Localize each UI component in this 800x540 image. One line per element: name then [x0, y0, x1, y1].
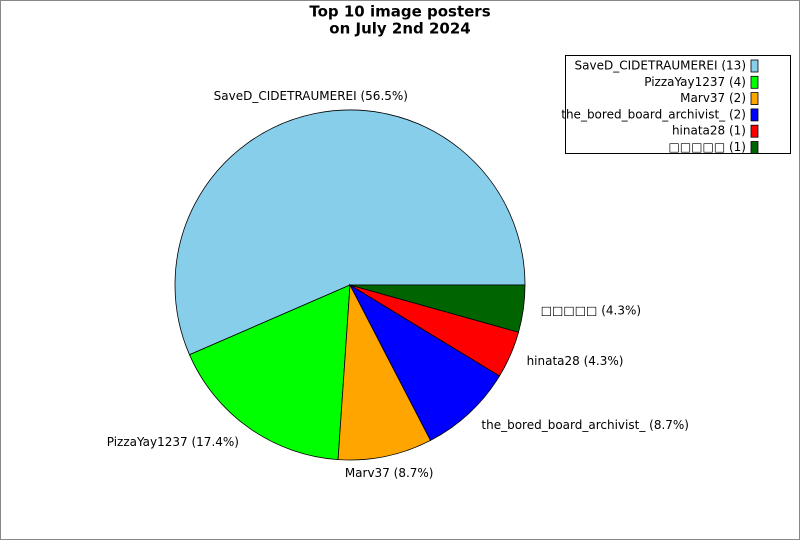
slice-label: hinata28 (4.3%) [527, 354, 624, 368]
slice-label: Marv37 (8.7%) [345, 466, 434, 480]
pie-slice [188, 284, 351, 461]
pie-slice [337, 283, 432, 461]
legend-swatch [750, 75, 759, 89]
legend-swatch [750, 124, 759, 138]
legend-swatch [750, 92, 759, 105]
slice-label: □□□□□ (4.3%) [541, 304, 641, 318]
slice-label: PizzaYay1237 (17.4%) [107, 435, 239, 449]
pie-slice [348, 283, 501, 441]
legend-label: the_bored_board_archivist_ (2) [561, 107, 746, 121]
slice-label: SaveD_CIDETRAUMEREI (56.5%) [214, 89, 408, 103]
legend-label: hinata28 (1) [672, 124, 746, 138]
chart-title: on July 2nd 2024 [329, 20, 470, 38]
legend-label: SaveD_CIDETRAUMEREI (13) [575, 59, 746, 73]
legend-label: □□□□□ (1) [668, 140, 746, 154]
legend-swatch [750, 141, 759, 154]
legend-label: Marv37 (2) [680, 91, 746, 105]
legend-swatch [750, 59, 759, 73]
pie-slice [349, 284, 526, 333]
legend-label: PizzaYay1237 (4) [644, 75, 746, 89]
slice-label: the_bored_board_archivist_ (8.7%) [481, 418, 689, 432]
legend-swatch [750, 108, 759, 122]
pie-slice [174, 109, 526, 356]
chart-title: Top 10 image posters [309, 3, 490, 21]
